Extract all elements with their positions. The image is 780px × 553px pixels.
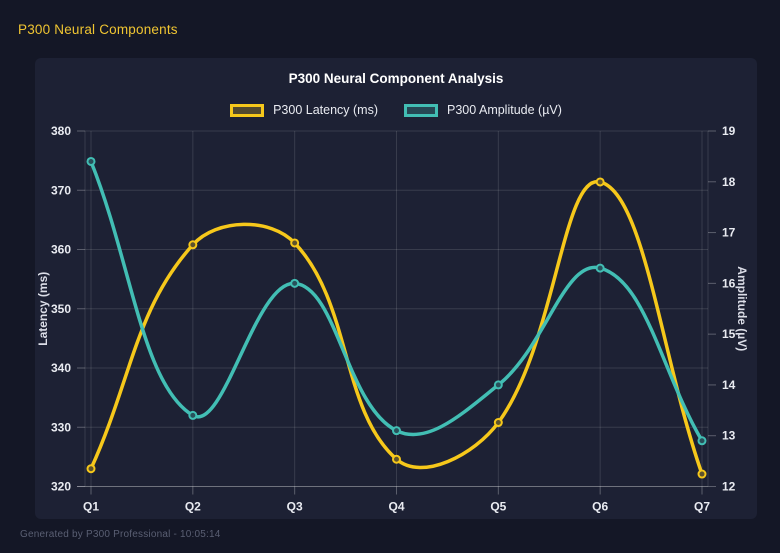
- data-point-latency[interactable]: [86, 464, 96, 474]
- data-point-inner-amplitude: [87, 157, 95, 165]
- left-axis-tick-label: 370: [51, 183, 71, 197]
- data-point-inner-amplitude: [494, 381, 502, 389]
- x-axis-tick-label: Q3: [287, 500, 303, 514]
- chart-title: P300 Neural Component Analysis: [288, 71, 504, 86]
- data-point-inner-latency: [494, 419, 502, 427]
- data-point-inner-latency: [596, 178, 604, 186]
- data-point-inner-amplitude: [698, 437, 706, 445]
- legend-item-latency[interactable]: P300 Latency (ms): [230, 103, 378, 117]
- data-point-inner-latency: [393, 455, 400, 463]
- data-point-latency[interactable]: [697, 469, 707, 479]
- legend-label-latency: P300 Latency (ms): [273, 103, 378, 117]
- data-point-amplitude[interactable]: [392, 426, 401, 436]
- right-axis-title: Amplitude (µV): [735, 266, 749, 351]
- x-axis-tick-label: Q1: [83, 500, 99, 514]
- data-point-inner-amplitude: [393, 427, 400, 435]
- page-title: P300 Neural Components: [18, 22, 178, 37]
- amplitude-swatch-icon: [404, 103, 438, 117]
- left-axis-tick-label: 350: [51, 302, 71, 316]
- x-axis-tick-label: Q4: [388, 500, 404, 514]
- x-axis-tick-label: Q7: [694, 500, 710, 514]
- left-axis-tick-label: 320: [51, 480, 71, 494]
- data-point-inner-latency: [87, 465, 95, 473]
- left-axis-tick-label: 340: [51, 361, 71, 375]
- data-point-latency[interactable]: [493, 418, 503, 428]
- left-axis-tick-label: 330: [51, 420, 71, 434]
- data-point-inner-latency: [698, 470, 706, 478]
- x-axis-tick-label: Q2: [185, 500, 201, 514]
- x-axis-tick-label: Q5: [490, 500, 506, 514]
- footer-text: Generated by P300 Professional - 10:05:1…: [20, 529, 221, 540]
- right-axis-tick-label: 12: [722, 480, 736, 494]
- legend-item-amplitude[interactable]: P300 Amplitude (µV): [404, 103, 562, 117]
- data-point-amplitude[interactable]: [290, 278, 300, 288]
- legend-label-amplitude: P300 Amplitude (µV): [447, 103, 562, 117]
- data-point-latency[interactable]: [290, 238, 300, 248]
- data-point-amplitude[interactable]: [697, 436, 707, 446]
- right-axis-tick-label: 19: [722, 124, 736, 138]
- right-axis-tick-label: 13: [722, 429, 736, 443]
- right-axis-tick-label: 14: [722, 378, 736, 392]
- data-point-latency[interactable]: [392, 454, 401, 464]
- data-point-amplitude[interactable]: [86, 156, 96, 166]
- data-point-inner-latency: [291, 239, 299, 247]
- data-point-amplitude[interactable]: [493, 380, 503, 390]
- right-axis-tick-label: 17: [722, 226, 736, 240]
- line-chart: 320 330 340 350 360 370 380 12 13 14 15 16 17 18 19 Q1 Q…: [36, 124, 749, 514]
- data-point-amplitude[interactable]: [595, 263, 605, 273]
- right-axis-tick-label: 18: [722, 175, 736, 189]
- data-point-inner-amplitude: [291, 279, 299, 287]
- data-point-inner-latency: [189, 241, 197, 249]
- data-point-inner-amplitude: [596, 264, 604, 272]
- left-axis-tick-label: 360: [51, 243, 71, 257]
- data-point-latency[interactable]: [188, 240, 198, 250]
- data-point-amplitude[interactable]: [188, 410, 198, 420]
- right-axis-tick-label: 15: [722, 327, 736, 341]
- left-axis-tick-label: 380: [51, 124, 71, 138]
- x-axis-tick-label: Q6: [592, 500, 608, 514]
- data-point-latency[interactable]: [595, 177, 605, 187]
- latency-swatch-icon: [230, 103, 265, 117]
- chart-card: P300 Neural Component Analysis P300 Late…: [35, 58, 757, 519]
- right-axis-tick-label: 16: [722, 276, 736, 290]
- chart-legend: P300 Latency (ms) P300 Amplitude (µV): [35, 103, 757, 117]
- left-axis-title: Latency (ms): [36, 272, 50, 346]
- data-point-inner-amplitude: [189, 411, 197, 419]
